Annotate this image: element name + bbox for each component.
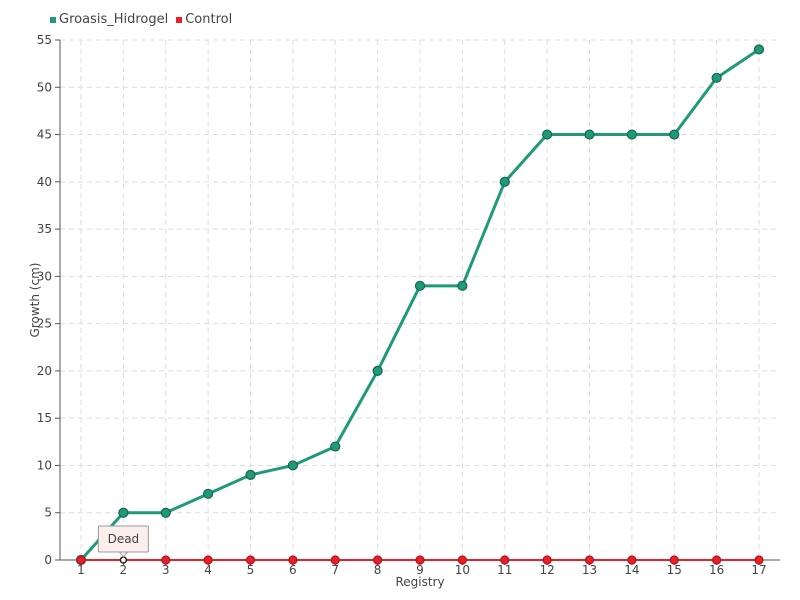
data-point-control bbox=[712, 555, 722, 565]
y-tick-label: 40 bbox=[37, 175, 52, 189]
data-point-control bbox=[500, 555, 510, 565]
data-point-control bbox=[584, 555, 595, 565]
data-point-control bbox=[415, 555, 425, 565]
data-point-control bbox=[203, 555, 213, 565]
x-tick-label: 14 bbox=[624, 563, 639, 577]
data-point-control bbox=[119, 556, 128, 564]
x-tick-label: 17 bbox=[751, 563, 766, 577]
x-tick-label: 8 bbox=[374, 563, 382, 577]
data-point-groasis-hidrogel bbox=[372, 365, 383, 377]
data-point-groasis-hidrogel bbox=[711, 72, 722, 83]
x-tick-label: 1 bbox=[77, 563, 85, 577]
data-point-groasis-hidrogel bbox=[245, 469, 256, 481]
legend: Groasis_Hidrogel Control bbox=[50, 12, 232, 27]
x-tick-label: 9 bbox=[416, 563, 424, 577]
x-tick-label: 7 bbox=[331, 563, 339, 577]
legend-item-control[interactable]: Control bbox=[176, 12, 232, 27]
x-tick-label: 10 bbox=[455, 563, 470, 577]
x-tick-label: 2 bbox=[120, 563, 128, 577]
data-point-control bbox=[161, 555, 171, 565]
x-tick-label: 4 bbox=[204, 563, 212, 577]
x-axis-label: Registry bbox=[395, 575, 444, 589]
tooltip-pointer bbox=[118, 551, 129, 558]
y-tick-labels: 0 5 10 15 20 25 30 35 40 45 50 55 bbox=[37, 33, 52, 567]
data-point-control bbox=[76, 555, 86, 565]
data-point-control bbox=[542, 555, 552, 565]
data-point-control bbox=[669, 555, 679, 565]
annotation-layer: Dead bbox=[97, 525, 149, 558]
y-tick-label: 20 bbox=[37, 364, 52, 378]
data-point-groasis-hidrogel bbox=[414, 280, 426, 291]
x-tick-label: 11 bbox=[497, 563, 512, 577]
y-tick-label: 5 bbox=[44, 506, 52, 520]
legend-label-groasis: Groasis_Hidrogel bbox=[59, 12, 169, 27]
y-tick-label: 0 bbox=[44, 553, 52, 567]
x-tick-label: 6 bbox=[289, 563, 297, 577]
x-tick-label: 16 bbox=[709, 563, 724, 577]
y-tick-label: 10 bbox=[37, 458, 52, 472]
data-point-groasis-hidrogel bbox=[626, 129, 637, 140]
legend-item-groasis[interactable]: Groasis_Hidrogel bbox=[50, 12, 168, 27]
y-tick-label: 25 bbox=[37, 317, 52, 331]
x-tick-labels: 1 2 3 4 5 6 7 8 9 10 11 12 13 14 15 16 17 bbox=[77, 563, 766, 577]
data-point-control bbox=[330, 555, 340, 565]
data-point-control bbox=[627, 555, 637, 565]
series-layer bbox=[75, 44, 765, 566]
data-point-groasis-hidrogel bbox=[287, 460, 298, 471]
data-point-control bbox=[373, 555, 383, 565]
legend-swatch-groasis bbox=[50, 16, 56, 23]
tooltip-text: Dead bbox=[108, 532, 140, 546]
y-tick-label: 30 bbox=[37, 269, 52, 283]
data-point-groasis-hidrogel bbox=[203, 488, 214, 499]
x-tick-label: 3 bbox=[162, 563, 170, 577]
x-tick-label: 13 bbox=[582, 563, 597, 577]
annotation-tooltip: Dead bbox=[97, 525, 149, 558]
data-point-control bbox=[754, 555, 764, 565]
data-point-control bbox=[288, 555, 298, 565]
data-point-control bbox=[457, 555, 467, 565]
data-point-groasis-hidrogel bbox=[160, 507, 171, 518]
x-tick-label: 5 bbox=[247, 563, 255, 577]
x-tick-label: 15 bbox=[667, 563, 682, 577]
x-tick-label: 12 bbox=[539, 563, 554, 577]
data-point-groasis-hidrogel bbox=[669, 129, 680, 140]
data-point-control bbox=[245, 555, 256, 565]
y-tick-label: 15 bbox=[37, 411, 52, 425]
data-point-groasis-hidrogel bbox=[753, 44, 765, 55]
axes bbox=[55, 39, 780, 565]
y-tick-label: 50 bbox=[37, 80, 52, 94]
data-point-groasis-hidrogel bbox=[118, 507, 129, 518]
y-tick-label: 55 bbox=[37, 33, 52, 47]
legend-label-control: Control bbox=[185, 12, 233, 27]
data-point-groasis-hidrogel bbox=[584, 129, 595, 140]
y-tick-label: 45 bbox=[37, 128, 52, 142]
grid bbox=[60, 39, 780, 560]
legend-swatch-control bbox=[176, 16, 183, 23]
data-point-groasis-hidrogel bbox=[457, 280, 468, 291]
y-tick-label: 35 bbox=[37, 222, 52, 236]
data-point-groasis-hidrogel bbox=[542, 129, 553, 140]
data-point-groasis-hidrogel bbox=[330, 441, 341, 452]
y-axis-label: Growth (cm) bbox=[28, 263, 42, 338]
series-control bbox=[76, 555, 764, 565]
data-point-groasis-hidrogel bbox=[499, 176, 510, 187]
